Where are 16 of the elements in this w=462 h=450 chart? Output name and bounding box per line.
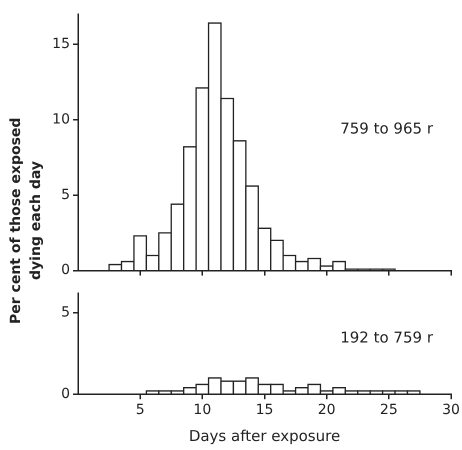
- y-tick-label: 0: [61, 262, 70, 278]
- x-tick-label: 15: [256, 402, 274, 418]
- y-tick-label: 5: [61, 186, 70, 203]
- y-tick-label: 15: [52, 36, 70, 52]
- annotation: 192 to 759 r: [340, 328, 434, 347]
- y-axis-title: Per cent of those exposed dying each day: [7, 116, 45, 326]
- annotation: 759 to 965 r: [340, 119, 434, 138]
- x-tick-label: 5: [136, 402, 145, 418]
- x-tick-label: 30: [442, 402, 460, 418]
- y-tick-label: 10: [52, 111, 70, 128]
- x-tick-label: 20: [318, 402, 336, 418]
- y-tick-label: 5: [61, 304, 70, 321]
- y-tick-label: 0: [61, 386, 70, 402]
- x-axis-title: Days after exposure: [188, 426, 340, 445]
- x-tick-label: 10: [193, 402, 212, 418]
- x-tick-label: 25: [380, 402, 398, 418]
